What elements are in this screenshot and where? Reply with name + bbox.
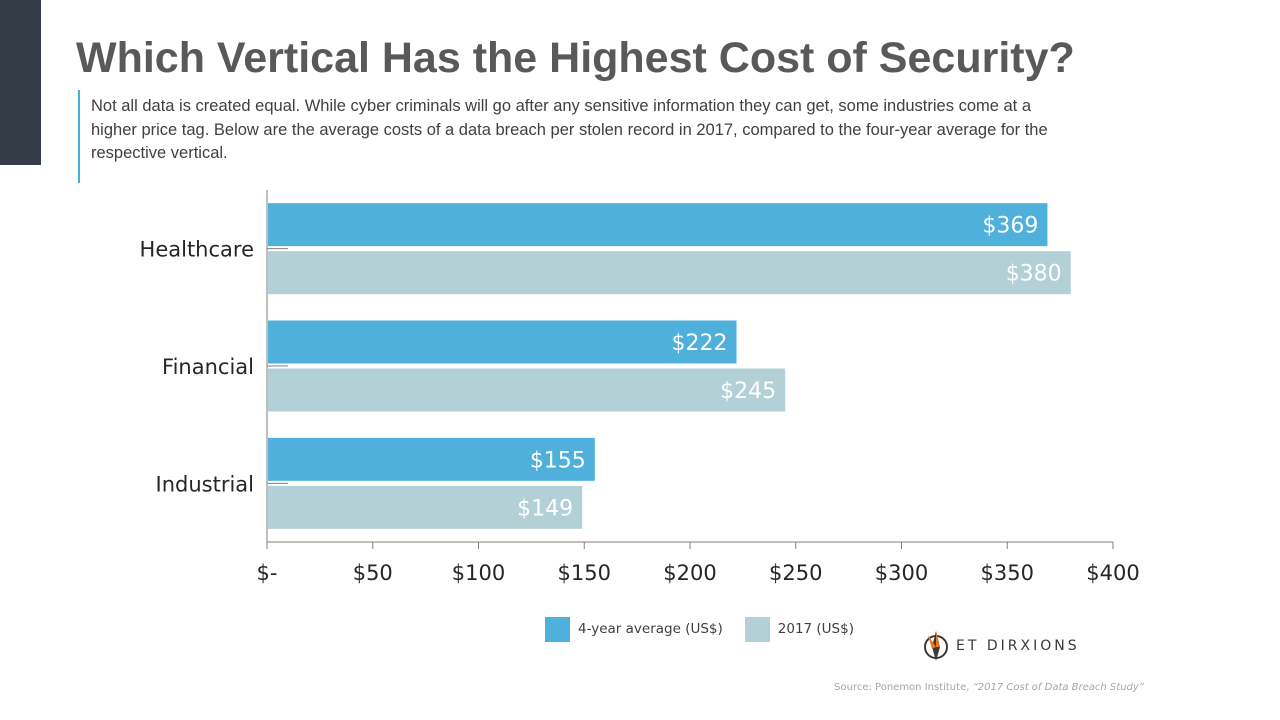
x-tick-label: $50 <box>353 561 393 585</box>
bar-industrial-series-1 <box>268 485 583 529</box>
bar-healthcare-series-1 <box>268 251 1071 295</box>
data-label: $155 <box>530 448 586 473</box>
x-tick-label: $- <box>257 561 278 585</box>
x-tick-label: $100 <box>452 561 505 585</box>
x-tick-label: $300 <box>875 561 928 585</box>
subtitle-text: Not all data is created equal. While cyb… <box>91 97 1048 162</box>
legend-swatch-2017 <box>744 616 770 642</box>
x-tick-label: $150 <box>558 561 611 585</box>
legend-item-2017: 2017 (US$) <box>744 616 854 642</box>
data-label: $380 <box>1006 262 1062 287</box>
bar-financial-series-0 <box>268 320 737 364</box>
legend-swatch-4-year-average <box>545 616 570 642</box>
company-logo: ET DIRXIONS <box>922 628 1080 664</box>
data-label: $245 <box>720 379 776 404</box>
legend-label-4-year-average: 4-year average (US$) <box>578 621 723 637</box>
bar-industrial-series-0 <box>268 437 595 481</box>
logo-text: ET DIRXIONS <box>956 638 1080 654</box>
compass-logo-icon <box>924 631 948 661</box>
bar-healthcare-series-0 <box>268 203 1048 247</box>
chart-legend: 4-year average (US$) 2017 (US$) <box>545 616 876 642</box>
x-tick-label: $200 <box>663 561 716 585</box>
slide-title: Which Vertical Has the Highest Cost of S… <box>76 34 1075 82</box>
x-tick-label: $250 <box>769 561 822 585</box>
data-label: $369 <box>982 214 1038 239</box>
subtitle-block: Not all data is created equal. While cyb… <box>78 90 1080 183</box>
legend-item-4-year-average: 4-year average (US$) <box>545 616 723 642</box>
category-label: Financial <box>162 355 254 379</box>
data-label: $222 <box>672 331 728 356</box>
bar-financial-series-1 <box>268 368 786 412</box>
source-note: Source: Ponemon Institute, “2017 Cost of… <box>834 682 1144 693</box>
legend-label-2017: 2017 (US$) <box>777 621 854 637</box>
data-label: $149 <box>517 496 573 521</box>
category-label: Healthcare <box>140 238 254 262</box>
category-label: Industrial <box>156 472 255 496</box>
source-prefix: Source: Ponemon Institute, <box>834 682 973 693</box>
x-tick-label: $350 <box>981 561 1034 585</box>
bar-chart: $- $50 $100 $150 $200 $250 $300 $350 $400 $369 $38… <box>140 190 1140 585</box>
x-tick-label: $400 <box>1086 561 1139 585</box>
source-study: “2017 Cost of Data Breach Study” <box>972 682 1144 693</box>
side-accent-bar <box>0 0 41 165</box>
